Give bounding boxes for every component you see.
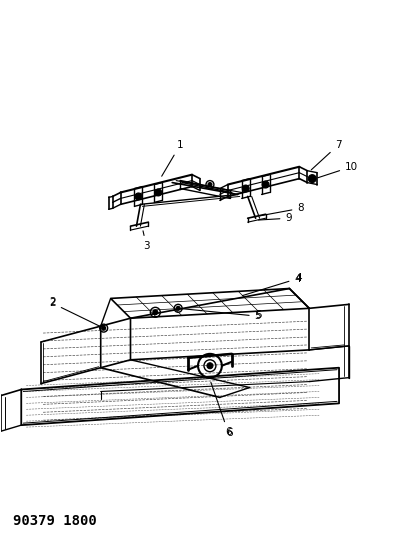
Text: 2: 2	[50, 297, 56, 308]
Text: 8: 8	[260, 203, 304, 216]
Circle shape	[176, 306, 180, 310]
Text: 5: 5	[181, 309, 261, 321]
Circle shape	[135, 193, 142, 200]
Text: 4: 4	[295, 272, 302, 282]
Circle shape	[207, 363, 213, 369]
Circle shape	[308, 175, 316, 183]
Text: 3: 3	[143, 231, 150, 251]
Text: 1: 1	[162, 140, 183, 176]
Text: 7: 7	[311, 140, 342, 170]
Circle shape	[155, 189, 162, 196]
Circle shape	[153, 310, 158, 315]
Circle shape	[102, 326, 106, 330]
Text: 90379 1800: 90379 1800	[13, 514, 97, 528]
Text: 9: 9	[258, 213, 292, 223]
Text: 2: 2	[50, 298, 101, 327]
Circle shape	[208, 183, 212, 187]
Text: 6: 6	[226, 428, 233, 438]
Text: 4: 4	[242, 273, 301, 296]
Circle shape	[262, 181, 269, 188]
Circle shape	[242, 185, 249, 192]
Text: 10: 10	[318, 161, 358, 177]
Text: 5: 5	[256, 310, 262, 320]
Text: 6: 6	[211, 382, 231, 437]
